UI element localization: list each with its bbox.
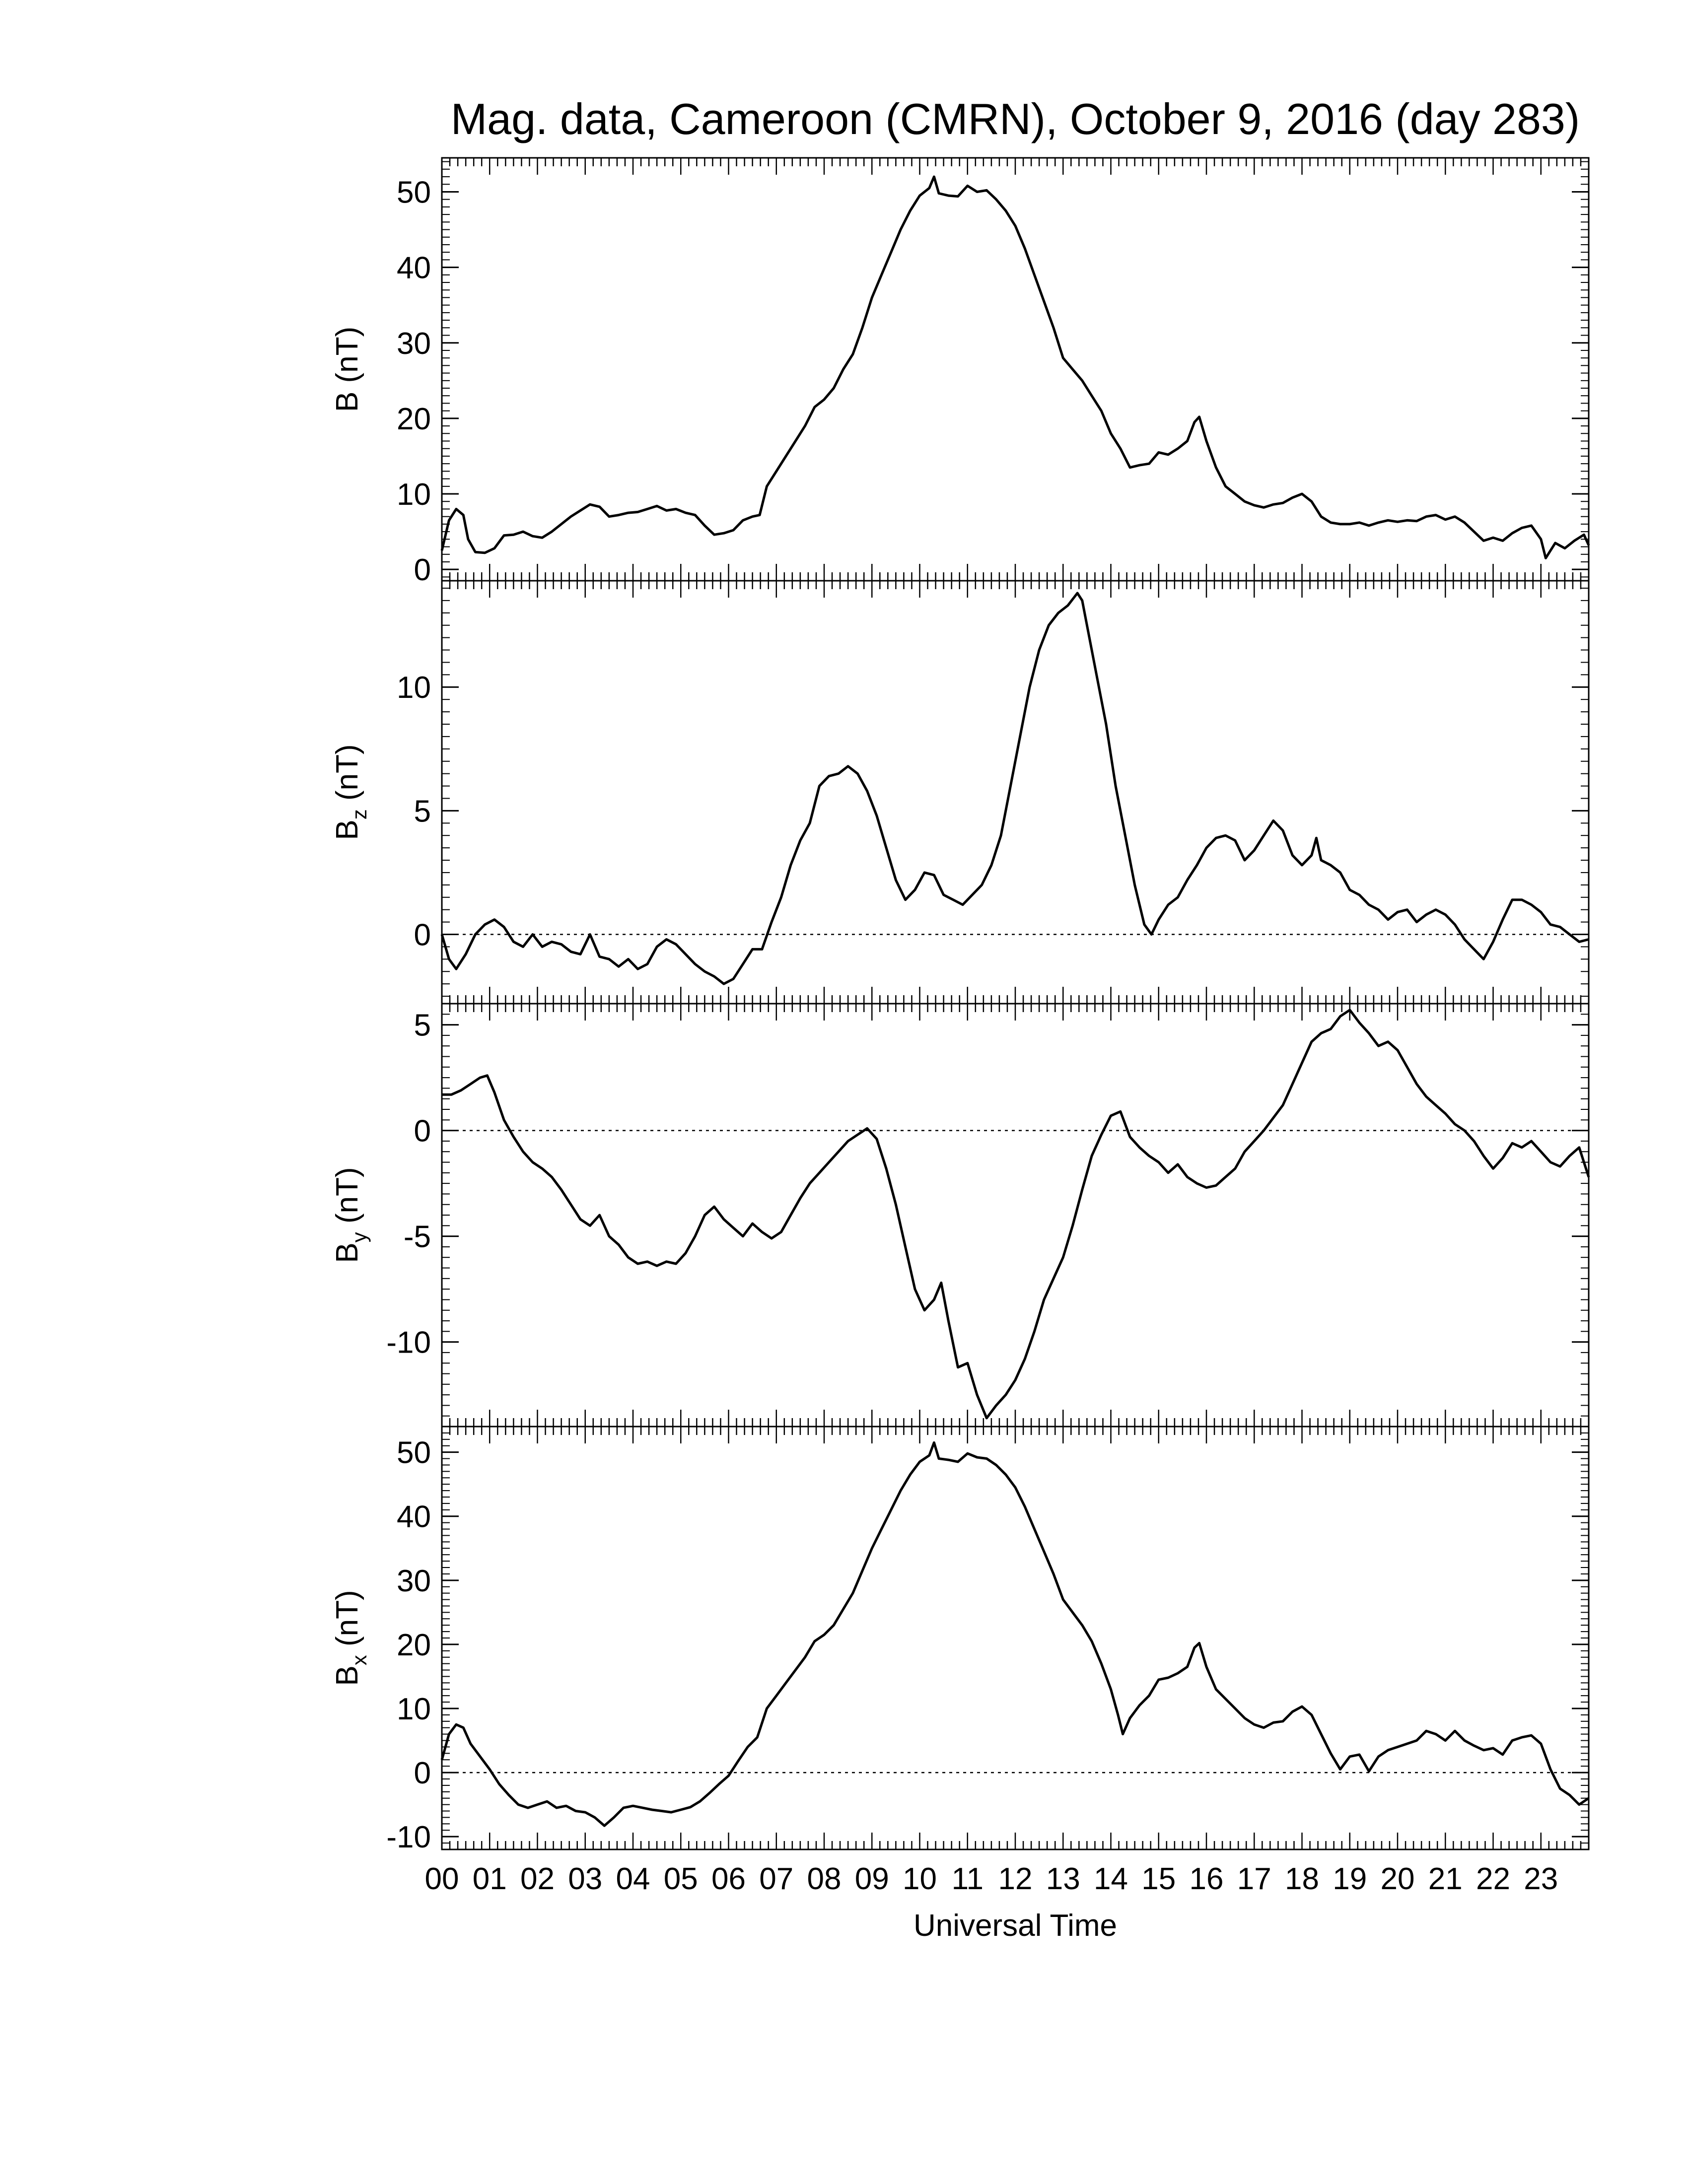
y-axis-label-unit: (nT) xyxy=(330,327,364,392)
y-tick-label: -10 xyxy=(386,1820,431,1854)
x-tick-label: 11 xyxy=(952,1862,984,1896)
y-tick-label: -5 xyxy=(404,1220,431,1254)
y-tick-label: 10 xyxy=(397,478,431,512)
y-axis-label-main: B xyxy=(330,392,364,412)
y-tick-label: 50 xyxy=(397,1436,431,1470)
x-tick-label: 09 xyxy=(855,1862,889,1896)
y-axis-label-main: B xyxy=(330,1665,364,1686)
x-tick-label: 12 xyxy=(998,1862,1033,1896)
y-tick-label: 40 xyxy=(397,251,431,285)
panel-B: 0 10 20 30 40 50 B (nT) xyxy=(330,157,1590,587)
x-tick-label: 07 xyxy=(759,1862,793,1896)
panel-By: -10 -5 0 5 By (nT) xyxy=(330,1003,1590,1428)
y-axis-label-B: B (nT) xyxy=(330,327,364,412)
x-tick-label: 23 xyxy=(1524,1862,1558,1896)
y-tick-label: 5 xyxy=(414,1009,431,1043)
x-tick-label: 10 xyxy=(903,1862,937,1896)
y-axis-label-subscript: z xyxy=(348,809,371,819)
y-axis-label-unit: (nT) xyxy=(330,1167,364,1232)
x-tick-label: 08 xyxy=(807,1862,842,1896)
x-tick-label: 03 xyxy=(568,1862,602,1896)
x-tick-label: 01 xyxy=(473,1862,507,1896)
y-tick-label: 10 xyxy=(397,1692,431,1726)
y-tick-label: 0 xyxy=(414,1114,431,1149)
x-tick-label: 15 xyxy=(1141,1862,1176,1896)
y-axis-label-By: By (nT) xyxy=(330,1167,371,1263)
x-tick-label: 13 xyxy=(1046,1862,1080,1896)
series-line-Bx xyxy=(440,1441,1590,1827)
y-tick-label: 5 xyxy=(414,794,431,828)
y-axis-label-Bx: Bx (nT) xyxy=(330,1590,371,1686)
x-tick-label: 16 xyxy=(1190,1862,1224,1896)
y-axis-label-subscript: y xyxy=(348,1232,371,1242)
y-tick-label: 30 xyxy=(397,1564,431,1598)
y-tick-label: 30 xyxy=(397,327,431,361)
y-tick-label: 20 xyxy=(397,402,431,436)
x-tick-label: 17 xyxy=(1237,1862,1271,1896)
y-tick-label: 50 xyxy=(397,175,431,209)
x-tick-label: 06 xyxy=(711,1862,746,1896)
x-axis-label: Universal Time xyxy=(914,1909,1117,1943)
x-tick-label: 18 xyxy=(1285,1862,1319,1896)
x-tick-label: 20 xyxy=(1381,1862,1415,1896)
y-axis-label-unit: (nT) xyxy=(330,1590,364,1655)
series-line-Bz xyxy=(440,592,1589,985)
x-tick-label: 19 xyxy=(1333,1862,1367,1896)
x-tick-label: 04 xyxy=(616,1862,650,1896)
y-tick-label: -10 xyxy=(386,1326,431,1360)
y-axis-label-main: B xyxy=(330,819,364,840)
y-tick-label: 0 xyxy=(414,553,431,587)
y-axis-label-main: B xyxy=(330,1242,364,1263)
x-tick-label: 22 xyxy=(1476,1862,1510,1896)
y-tick-label: 20 xyxy=(397,1628,431,1662)
y-axis-label-subscript: x xyxy=(348,1655,371,1665)
series-line-By xyxy=(442,1009,1590,1420)
panel-Bz: 0 5 10 Bz (nT) xyxy=(330,580,1590,1005)
chart-title: Mag. data, Cameroon (CMRN), October 9, 2… xyxy=(451,94,1580,143)
x-tick-label: 21 xyxy=(1428,1862,1463,1896)
y-axis-label-Bz: Bz (nT) xyxy=(330,744,371,840)
y-axis-label-unit: (nT) xyxy=(330,744,364,809)
x-tick-label: 14 xyxy=(1094,1862,1128,1896)
y-tick-label: 0 xyxy=(414,918,431,952)
panel-Bx: -10 0 10 20 30 40 50 Bx (nT) xyxy=(330,1426,1590,1854)
y-tick-label: 40 xyxy=(397,1500,431,1534)
y-tick-label: 0 xyxy=(414,1756,431,1790)
series-line-B xyxy=(440,175,1590,559)
x-tick-label: 05 xyxy=(664,1862,698,1896)
x-tick-label: 02 xyxy=(520,1862,555,1896)
x-tick-label: 00 xyxy=(425,1862,459,1896)
y-tick-label: 10 xyxy=(397,671,431,705)
